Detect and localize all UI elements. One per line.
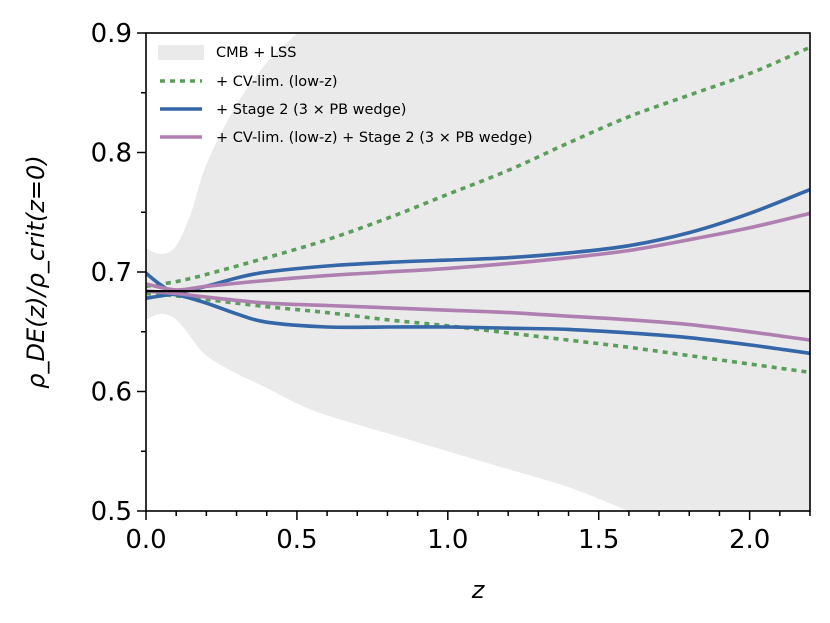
legend-label: + Stage 2 (3 × PB wedge) [216, 102, 406, 118]
x-tick-label: 0.0 [125, 525, 166, 555]
ticks-layer: 0.0 0.5 1.0 1.5 2.00.50.60.70.80.9 [91, 19, 811, 555]
legend-label: + CV-lim. (low-z) [216, 74, 338, 90]
y-tick-label: 0.5 [91, 497, 132, 527]
x-tick-label: 0.5 [276, 525, 317, 555]
y-tick-label: 0.8 [91, 139, 132, 169]
band-layer [146, 33, 810, 511]
cv-lim-lowz-upper-line [146, 45, 810, 289]
series-layer [146, 45, 810, 375]
cv-lim-lowz-plus-stage2-lower-line [146, 289, 810, 342]
legend-band-swatch [158, 45, 204, 60]
y-axis-label: ρ_DE(z)/ρ_crit(z=0) [22, 155, 50, 388]
stage2-lower-line [146, 292, 810, 356]
x-tick-label: 2.0 [729, 525, 770, 555]
y-tick-label: 0.9 [91, 19, 132, 49]
legend: CMB + LSS + CV-lim. (low-z) + Stage 2 (3… [158, 45, 533, 146]
x-tick-label: 1.0 [427, 525, 468, 555]
y-tick-label: 0.6 [91, 378, 132, 408]
cmb-lss-band [146, 33, 810, 511]
legend-label: CMB + LSS [216, 45, 296, 61]
y-tick-label: 0.7 [91, 258, 132, 288]
x-axis-label: z [471, 576, 486, 604]
x-tick-label: 1.5 [578, 525, 619, 555]
cv-lim-lowz-plus-stage2-upper-line [146, 211, 810, 292]
legend-label: + CV-lim. (low-z) + Stage 2 (3 × PB wedg… [216, 130, 533, 146]
